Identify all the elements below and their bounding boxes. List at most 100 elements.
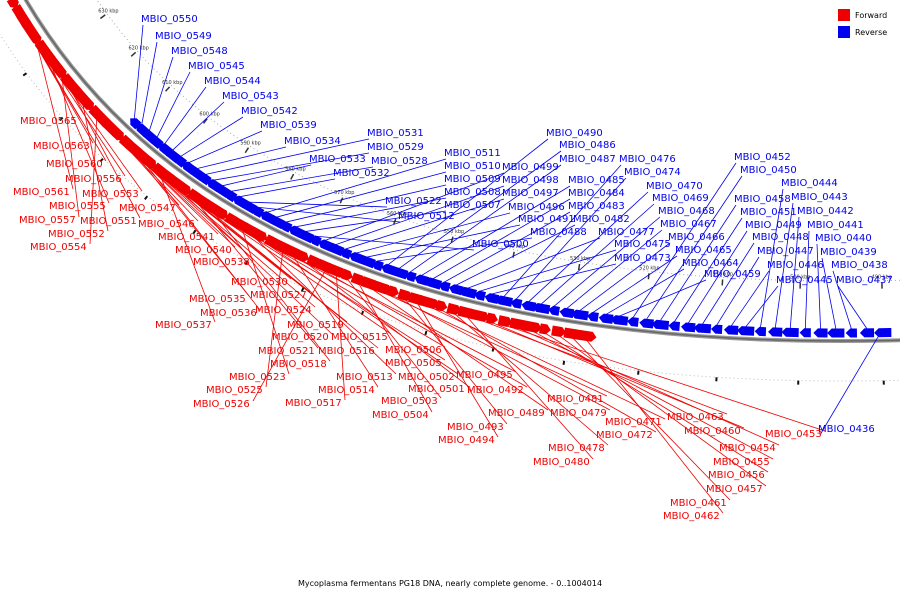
gene-label-mbio-0514[interactable]: MBIO_0514 bbox=[318, 385, 375, 396]
gene-label-mbio-0440[interactable]: MBIO_0440 bbox=[815, 233, 872, 244]
gene-label-mbio-0460[interactable]: MBIO_0460 bbox=[684, 426, 741, 437]
gene-label-mbio-0561[interactable]: MBIO_0561 bbox=[13, 187, 70, 198]
gene-label-mbio-0516[interactable]: MBIO_0516 bbox=[318, 346, 375, 357]
gene-label-mbio-0545[interactable]: MBIO_0545 bbox=[188, 61, 245, 72]
gene-label-mbio-0476[interactable]: MBIO_0476 bbox=[619, 154, 676, 165]
gene-label-mbio-0515[interactable]: MBIO_0515 bbox=[331, 332, 388, 343]
reverse-gene-arrow-mbio-0509[interactable] bbox=[280, 221, 293, 233]
gene-label-mbio-0501[interactable]: MBIO_0501 bbox=[408, 384, 465, 395]
reverse-gene-arrow-mbio-0437[interactable] bbox=[859, 328, 875, 338]
gene-label-mbio-0493[interactable]: MBIO_0493 bbox=[447, 422, 504, 433]
reverse-gene-arrow-mbio-0452[interactable] bbox=[627, 317, 639, 327]
gene-label-mbio-0509[interactable]: MBIO_0509 bbox=[444, 174, 501, 185]
reverse-gene-arrow-mbio-0474[interactable] bbox=[510, 298, 523, 309]
gene-label-mbio-0494[interactable]: MBIO_0494 bbox=[438, 435, 495, 446]
reverse-gene-arrow-mbio-0542[interactable] bbox=[175, 156, 188, 168]
gene-label-mbio-0468[interactable]: MBIO_0468 bbox=[658, 206, 715, 217]
gene-label-mbio-0484[interactable]: MBIO_0484 bbox=[568, 188, 625, 199]
forward-gene-arrow-mbio-0479[interactable] bbox=[386, 285, 399, 297]
gene-label-mbio-0467[interactable]: MBIO_0467 bbox=[660, 219, 717, 230]
forward-gene-arrow-mbio-0506[interactable] bbox=[215, 207, 228, 220]
gene-label-mbio-0546[interactable]: MBIO_0546 bbox=[138, 219, 195, 230]
gene-label-mbio-0463[interactable]: MBIO_0463 bbox=[667, 412, 724, 423]
forward-gene-arrow-mbio-0460[interactable] bbox=[486, 312, 498, 324]
reverse-gene-arrow-mbio-0438[interactable] bbox=[845, 328, 858, 338]
gene-label-mbio-0555[interactable]: MBIO_0555 bbox=[49, 201, 106, 212]
gene-label-mbio-0442[interactable]: MBIO_0442 bbox=[797, 206, 854, 217]
gene-label-mbio-0441[interactable]: MBIO_0441 bbox=[807, 220, 864, 231]
gene-label-mbio-0534[interactable]: MBIO_0534 bbox=[284, 136, 341, 147]
gene-label-mbio-0525[interactable]: MBIO_0525 bbox=[206, 385, 263, 396]
gene-label-mbio-0450[interactable]: MBIO_0450 bbox=[740, 165, 797, 176]
forward-gene-arrow-mbio-0472[interactable] bbox=[435, 299, 448, 312]
reverse-gene-arrow-mbio-0464[interactable] bbox=[598, 313, 614, 324]
reverse-gene-arrow-mbio-0444[interactable] bbox=[754, 326, 767, 337]
gene-label-mbio-0550[interactable]: MBIO_0550 bbox=[141, 14, 198, 25]
reverse-gene-arrow-mbio-0487[interactable] bbox=[404, 271, 417, 283]
gene-label-mbio-0504[interactable]: MBIO_0504 bbox=[372, 410, 429, 421]
gene-label-mbio-0445[interactable]: MBIO_0445 bbox=[776, 275, 833, 286]
gene-label-mbio-0507[interactable]: MBIO_0507 bbox=[444, 200, 501, 211]
reverse-gene-arrow-mbio-0450[interactable] bbox=[639, 318, 654, 329]
gene-label-mbio-0499[interactable]: MBIO_0499 bbox=[502, 162, 559, 173]
forward-gene-arrow-mbio-0455[interactable] bbox=[521, 320, 542, 333]
gene-label-mbio-0451[interactable]: MBIO_0451 bbox=[740, 207, 797, 218]
reverse-gene-arrow-mbio-0484[interactable] bbox=[424, 277, 443, 290]
gene-label-mbio-0455[interactable]: MBIO_0455 bbox=[713, 457, 770, 468]
reverse-gene-arrow-mbio-0446[interactable] bbox=[723, 325, 739, 335]
reverse-gene-arrow-mbio-0439[interactable] bbox=[827, 328, 845, 338]
gene-label-mbio-0485[interactable]: MBIO_0485 bbox=[568, 175, 625, 186]
reverse-gene-arrow-mbio-0486[interactable] bbox=[390, 266, 409, 280]
gene-label-mbio-0535[interactable]: MBIO_0535 bbox=[189, 294, 246, 305]
reverse-gene-arrow-mbio-0451[interactable] bbox=[668, 321, 681, 331]
gene-label-mbio-0517[interactable]: MBIO_0517 bbox=[285, 398, 342, 409]
gene-label-mbio-0549[interactable]: MBIO_0549 bbox=[155, 31, 212, 42]
reverse-gene-arrow-mbio-0442[interactable] bbox=[781, 327, 799, 338]
reverse-gene-arrow-mbio-0458[interactable] bbox=[651, 319, 670, 331]
gene-label-mbio-0532[interactable]: MBIO_0532 bbox=[333, 168, 390, 179]
reverse-gene-arrow-mbio-0459[interactable] bbox=[610, 315, 629, 326]
gene-label-mbio-0556[interactable]: MBIO_0556 bbox=[65, 174, 122, 185]
reverse-gene-arrow-mbio-0449[interactable] bbox=[680, 322, 696, 333]
gene-label-mbio-0486[interactable]: MBIO_0486 bbox=[559, 140, 616, 151]
forward-gene-arrow-mbio-0503[interactable] bbox=[340, 268, 353, 281]
gene-label-mbio-0524[interactable]: MBIO_0524 bbox=[255, 305, 312, 316]
gene-label-mbio-0548[interactable]: MBIO_0548 bbox=[171, 46, 228, 57]
reverse-gene-arrow-mbio-0470[interactable] bbox=[521, 300, 537, 312]
forward-gene-arrow-mbio-0501[interactable] bbox=[296, 250, 310, 263]
gene-label-mbio-0437[interactable]: MBIO_0437 bbox=[836, 275, 893, 286]
gene-label-mbio-0536[interactable]: MBIO_0536 bbox=[200, 308, 257, 319]
gene-label-mbio-0488[interactable]: MBIO_0488 bbox=[530, 227, 587, 238]
reverse-gene-arrow-mbio-0531[interactable] bbox=[199, 174, 212, 186]
gene-label-mbio-0540[interactable]: MBIO_0540 bbox=[175, 245, 232, 256]
reverse-gene-arrow-mbio-0488[interactable] bbox=[371, 260, 384, 272]
gene-label-mbio-0541[interactable]: MBIO_0541 bbox=[158, 232, 215, 243]
gene-label-mbio-0512[interactable]: MBIO_0512 bbox=[398, 211, 455, 222]
gene-label-mbio-0527[interactable]: MBIO_0527 bbox=[250, 290, 307, 301]
gene-label-mbio-0448[interactable]: MBIO_0448 bbox=[752, 232, 809, 243]
gene-label-mbio-0495[interactable]: MBIO_0495 bbox=[456, 370, 513, 381]
gene-label-mbio-0447[interactable]: MBIO_0447 bbox=[757, 246, 814, 257]
reverse-gene-arrow-mbio-0468[interactable] bbox=[548, 305, 560, 316]
gene-label-mbio-0438[interactable]: MBIO_0438 bbox=[831, 260, 888, 271]
gene-label-mbio-0506[interactable]: MBIO_0506 bbox=[385, 345, 442, 356]
forward-gene-arrow-mbio-0462[interactable] bbox=[575, 329, 597, 342]
gene-label-mbio-0539[interactable]: MBIO_0539 bbox=[260, 120, 317, 131]
gene-label-mbio-0459[interactable]: MBIO_0459 bbox=[704, 269, 761, 280]
gene-label-mbio-0498[interactable]: MBIO_0498 bbox=[502, 175, 559, 186]
gene-label-mbio-0457[interactable]: MBIO_0457 bbox=[706, 484, 763, 495]
gene-label-mbio-0537[interactable]: MBIO_0537 bbox=[155, 320, 212, 331]
gene-label-mbio-0542[interactable]: MBIO_0542 bbox=[241, 106, 298, 117]
gene-label-mbio-0518[interactable]: MBIO_0518 bbox=[270, 359, 327, 370]
gene-label-mbio-0443[interactable]: MBIO_0443 bbox=[791, 192, 848, 203]
gene-label-mbio-0511[interactable]: MBIO_0511 bbox=[444, 148, 501, 159]
gene-label-mbio-0478[interactable]: MBIO_0478 bbox=[548, 443, 605, 454]
reverse-gene-arrow-mbio-0447[interactable] bbox=[710, 324, 723, 335]
gene-label-mbio-0482[interactable]: MBIO_0482 bbox=[573, 214, 630, 225]
gene-label-mbio-0436[interactable]: MBIO_0436 bbox=[818, 424, 875, 435]
reverse-gene-arrow-mbio-0440[interactable] bbox=[813, 328, 828, 338]
forward-gene-arrow-mbio-0456[interactable] bbox=[539, 323, 551, 335]
reverse-gene-arrow-mbio-0465[interactable] bbox=[587, 311, 599, 322]
gene-label-mbio-0475[interactable]: MBIO_0475 bbox=[614, 239, 671, 250]
gene-label-mbio-0489[interactable]: MBIO_0489 bbox=[488, 408, 545, 419]
